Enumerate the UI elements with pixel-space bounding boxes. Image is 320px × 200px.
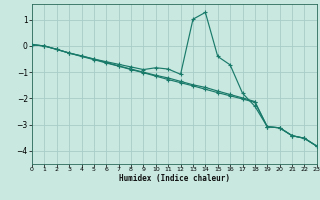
X-axis label: Humidex (Indice chaleur): Humidex (Indice chaleur) <box>119 174 230 183</box>
